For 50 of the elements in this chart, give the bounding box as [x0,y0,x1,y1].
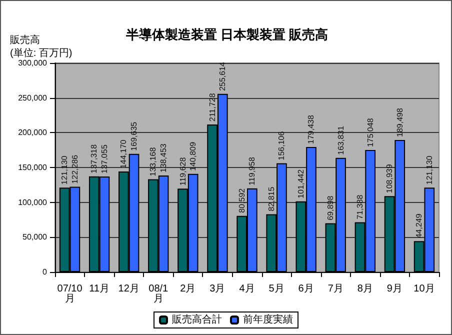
y-tick-label: 150,000 [18,163,48,172]
data-label: 163,831 [336,125,346,155]
x-tick-label: 11月 [89,284,110,294]
data-label: 211,728 [208,92,217,122]
x-tick-label: 10月 [414,284,435,294]
x-tick-label: 4月 [239,284,255,294]
y-tick-label: 300,000 [18,58,48,68]
data-label: 122,286 [70,154,80,184]
x-tick-label: 8月 [357,284,373,294]
y-tick-label: 250,000 [18,93,48,102]
data-label: 156,106 [277,130,286,160]
data-label: 179,438 [306,114,316,144]
x-tick-label: 07/10月 [57,284,83,304]
data-label: 108,939 [385,164,394,194]
data-label: 255,614 [218,61,228,91]
data-label: 189,498 [395,108,404,137]
data-label: 71,388 [355,194,364,220]
x-tick-label: 7月 [328,284,344,294]
data-label: 44,249 [414,213,424,238]
legend-label: 販売高合計 [172,314,222,326]
x-tick-label: 6月 [298,284,314,294]
data-label: 69,898 [326,195,335,220]
y-tick-label: 50,000 [22,232,48,242]
data-label: 119,958 [248,156,257,186]
x-tick-label: 5月 [268,284,284,294]
y-tick-label: 100,000 [18,198,48,207]
data-label: 169,635 [130,121,139,151]
data-label: 101,442 [296,168,306,198]
data-label: 144,170 [119,139,128,169]
data-label: 140,809 [188,141,198,171]
chart-title: 半導体製造装置 日本製装置 販売高 [125,27,328,42]
x-tick-label: 2月 [180,284,196,294]
data-label: 137,055 [100,144,109,174]
x-tick-label: 3月 [210,284,226,294]
data-label: 121,130 [60,155,70,185]
x-tick-label: 9月 [386,284,402,294]
legend-label: 前年度実績 [243,314,293,326]
y-tick-label: 200,000 [18,128,48,138]
data-label: 119,628 [178,156,188,186]
y-tick-label: 0 [42,268,48,276]
data-label: 133,168 [148,146,158,176]
data-label: 137,318 [90,144,99,174]
data-label: 121,130 [424,155,434,185]
x-tick-label: 08/1月 [148,284,169,304]
data-label: 175,048 [366,118,375,148]
y-axis-title: 販売高 (単位: 百万円) [10,34,72,59]
x-tick-label: 12月 [118,284,140,294]
data-label: 82,815 [266,186,276,212]
data-label: 138,453 [159,143,168,173]
data-label: 80,592 [237,188,246,213]
